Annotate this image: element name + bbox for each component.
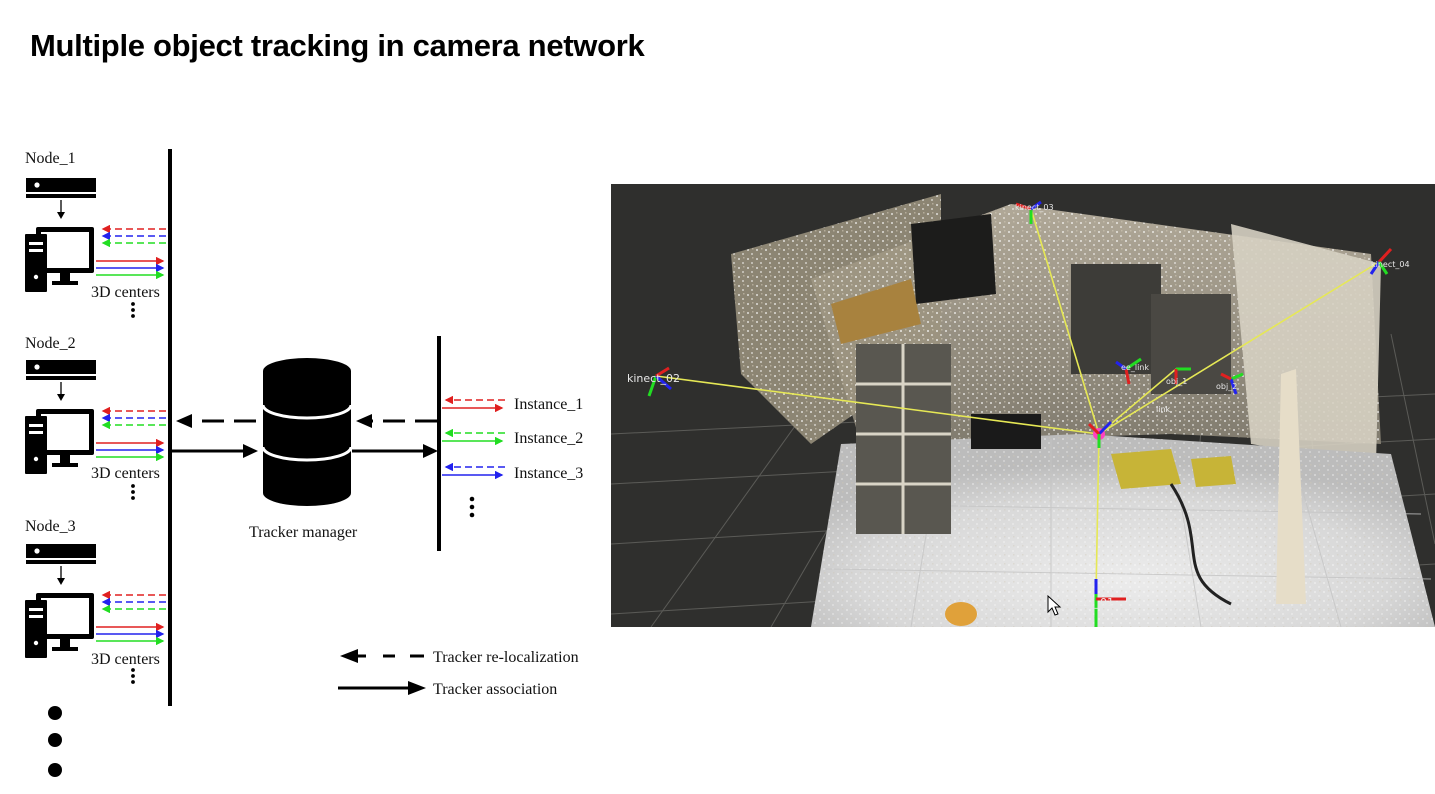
instance-3-arrows [442, 462, 505, 480]
more-instances-ellipsis [469, 496, 475, 518]
node-1-label: Node_1 [25, 150, 76, 167]
instance-1-label: Instance_1 [514, 396, 583, 413]
legend-association-label: Tracker association [433, 681, 557, 698]
relocalization-arrow-right [356, 414, 437, 428]
node-2-centers-label: 3D centers [91, 465, 160, 482]
node-1-centers-label: 3D centers [91, 284, 160, 301]
frame-label-kinect-03: kinect_03 [1015, 203, 1054, 212]
instance-3-label: Instance_3 [514, 465, 583, 482]
frame-kinect-02 [647, 366, 672, 397]
association-arrow-right [352, 444, 438, 458]
instance-1-arrows [442, 395, 505, 413]
legend-relocalization-label: Tracker re-localization [433, 649, 579, 666]
mouse-cursor-icon [1047, 594, 1062, 616]
frame-kinect-04 [1369, 247, 1393, 275]
tracking-diagram: Node_1 3D centers Node_2 3D centers Node… [0, 149, 583, 777]
database-icon [261, 358, 353, 506]
relocalization-arrow-left [176, 414, 256, 428]
camera-rays [655, 208, 1380, 595]
legend-relocalization-arrow [340, 649, 424, 663]
instance-2-arrows [442, 428, 505, 446]
node-3-centers-label: 3D centers [91, 651, 160, 668]
frame-ee-link [1115, 357, 1244, 395]
legend-association-arrow [338, 681, 426, 695]
slide-title: Multiple object tracking in camera netwo… [30, 28, 645, 63]
frame-label-kinect-04: kinect_04 [1371, 260, 1410, 269]
frame-kinect-03 [1015, 200, 1042, 224]
association-arrow-left [172, 444, 258, 458]
frame-label-kinect-01: kinect_01 [1061, 596, 1114, 609]
frame-label-obj-1: obj_1 [1166, 377, 1187, 386]
node-3-label: Node_3 [25, 518, 76, 535]
pointcloud-visualization: kinect_02 kinect_03 kinect_04 kinect_01 [611, 184, 1435, 627]
tracker-manager-label: Tracker manager [249, 524, 358, 541]
frame-label-link: link [1156, 405, 1171, 414]
node-2-label: Node_2 [25, 335, 76, 352]
tracked-target-marker [1087, 420, 1113, 448]
frame-label-ee-link: ee_link [1121, 363, 1149, 372]
more-nodes-ellipsis [48, 706, 62, 777]
frame-label-obj-2: obj_2 [1216, 382, 1237, 391]
frame-label-kinect-02: kinect_02 [627, 372, 680, 385]
instance-2-label: Instance_2 [514, 430, 583, 447]
frame-kinect-01 [1094, 579, 1126, 627]
